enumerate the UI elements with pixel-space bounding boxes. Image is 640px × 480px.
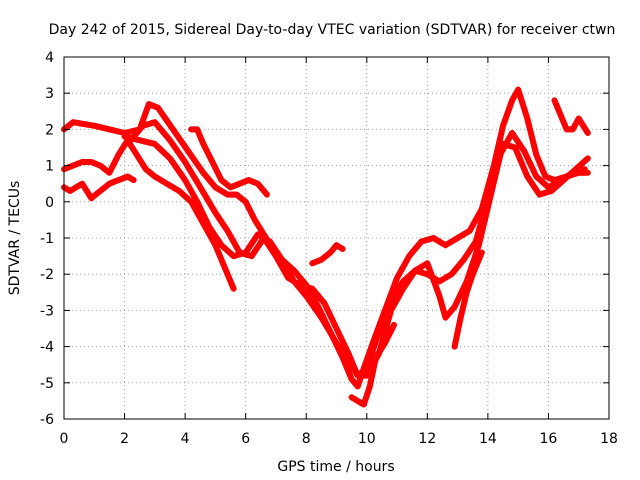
y-tick-label: -3: [40, 303, 54, 319]
y-tick-label: 2: [45, 122, 54, 138]
series-track-d: [61, 137, 237, 292]
x-tick-label: 0: [60, 431, 69, 447]
y-tick-label: 1: [45, 159, 54, 175]
data-point: [583, 156, 590, 163]
series-track-g: [309, 242, 346, 267]
y-tick-label: 0: [45, 195, 54, 211]
x-axis-label: GPS time / hours: [277, 459, 394, 475]
data-series: [61, 86, 591, 408]
y-tick-label: -4: [40, 340, 54, 356]
y-tick-label: -5: [40, 376, 54, 392]
y-tick-label: 4: [45, 50, 54, 66]
y-tick-label: 3: [45, 86, 54, 102]
y-tick-label: -2: [40, 267, 54, 283]
x-tick-label: 6: [241, 431, 250, 447]
data-point: [390, 323, 396, 330]
series-track-j: [451, 249, 485, 350]
x-tick-label: 16: [540, 431, 558, 447]
data-point: [128, 175, 135, 182]
series-track-f: [188, 126, 270, 198]
x-tick-label: 14: [479, 431, 497, 447]
series-track-c: [121, 133, 591, 379]
y-axis-label: SDTVAR / TECUs: [7, 181, 23, 296]
series-track-i: [348, 321, 397, 408]
series-track-e: [61, 173, 137, 202]
y-tick-label: -6: [40, 412, 54, 428]
data-point: [337, 244, 344, 251]
data-point: [579, 166, 586, 173]
x-tick-label: 2: [120, 431, 129, 447]
x-tick-label: 18: [600, 431, 618, 447]
data-point: [583, 128, 590, 135]
data-point: [478, 251, 484, 258]
x-tick-label: 8: [302, 431, 311, 447]
data-point: [262, 189, 269, 196]
y-tick-label: -1: [40, 231, 54, 247]
series-track-h: [551, 97, 591, 136]
chart-title: Day 242 of 2015, Sidereal Day-to-day VTE…: [49, 22, 616, 38]
x-tick-label: 4: [181, 431, 190, 447]
x-tick-label: 10: [358, 431, 376, 447]
series-line: [127, 119, 588, 379]
data-point: [229, 283, 236, 290]
x-tick-label: 12: [418, 431, 436, 447]
